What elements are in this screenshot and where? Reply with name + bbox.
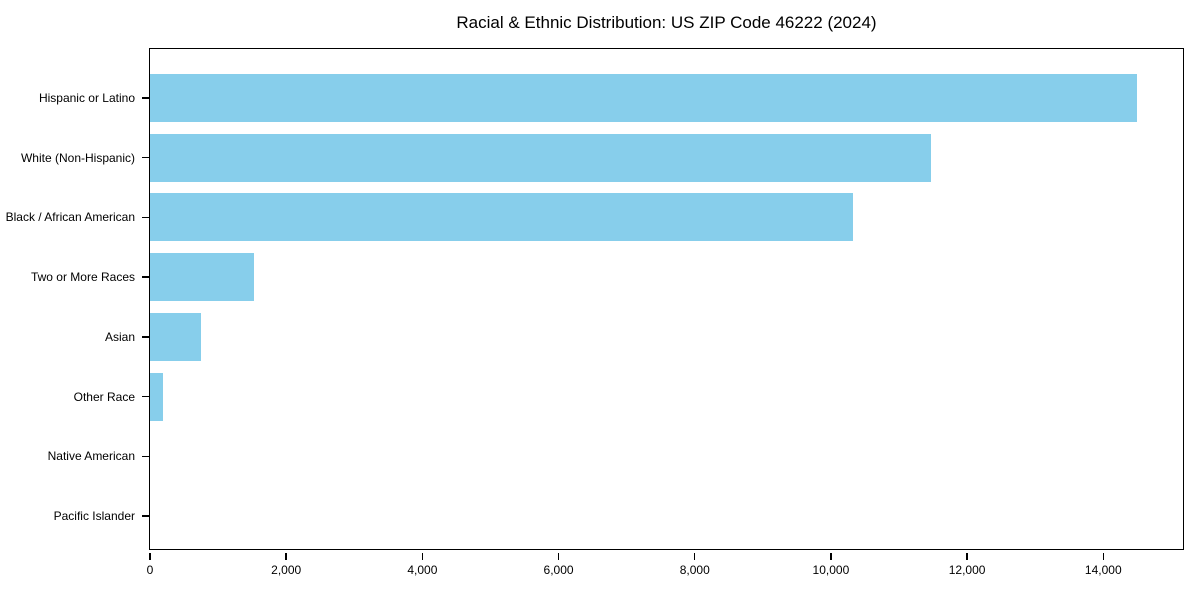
- bar: [150, 133, 932, 182]
- y-tick-label: Hispanic or Latino: [38, 91, 135, 105]
- y-tick-mark: [141, 156, 149, 159]
- x-tick-mark: [285, 552, 287, 560]
- x-tick-mark: [149, 552, 151, 560]
- y-tick-label: Pacific Islander: [53, 508, 135, 523]
- y-tick-label: Asian: [104, 329, 135, 344]
- y-tick-label: Native American: [47, 449, 135, 464]
- x-tick-mark: [557, 552, 560, 560]
- x-tick-label: 2,000: [271, 563, 302, 577]
- x-tick-mark: [693, 552, 696, 560]
- bar: [150, 372, 163, 421]
- y-tick-label: Black / African American: [5, 210, 135, 225]
- x-tick-label: 4,000: [407, 563, 438, 577]
- bar: [150, 253, 255, 302]
- y-tick-mark: [141, 455, 149, 457]
- y-tick-mark: [141, 336, 149, 338]
- x-tick-label: 12,000: [948, 563, 986, 577]
- x-tick-label: 10,000: [812, 563, 850, 577]
- y-tick-label: Two or More Races: [30, 270, 135, 285]
- x-tick-mark: [421, 552, 424, 560]
- x-tick-mark: [1102, 552, 1105, 560]
- x-tick-mark: [830, 552, 832, 560]
- y-tick-mark: [141, 395, 149, 398]
- y-tick-mark: [141, 276, 149, 278]
- x-tick-label: 14,000: [1084, 563, 1122, 577]
- chart-title: Racial & Ethnic Distribution: US ZIP Cod…: [456, 13, 877, 32]
- plot-area: Hispanic or Latino White (Non-Hispanic) Bl…: [6, 48, 1184, 577]
- x-tick-label: 0: [146, 563, 154, 577]
- bar: [150, 193, 854, 242]
- y-tick-mark: [141, 97, 149, 99]
- y-tick-label: Other Race: [73, 389, 135, 404]
- y-tick-mark: [141, 515, 149, 517]
- bar: [150, 312, 202, 361]
- y-tick-label: White (Non-Hispanic): [20, 150, 135, 165]
- bar: [150, 74, 1138, 122]
- x-tick-mark: [966, 552, 968, 560]
- x-tick-label: 8,000: [679, 563, 710, 577]
- y-tick-mark: [141, 216, 149, 219]
- x-tick-label: 6,000: [543, 563, 574, 577]
